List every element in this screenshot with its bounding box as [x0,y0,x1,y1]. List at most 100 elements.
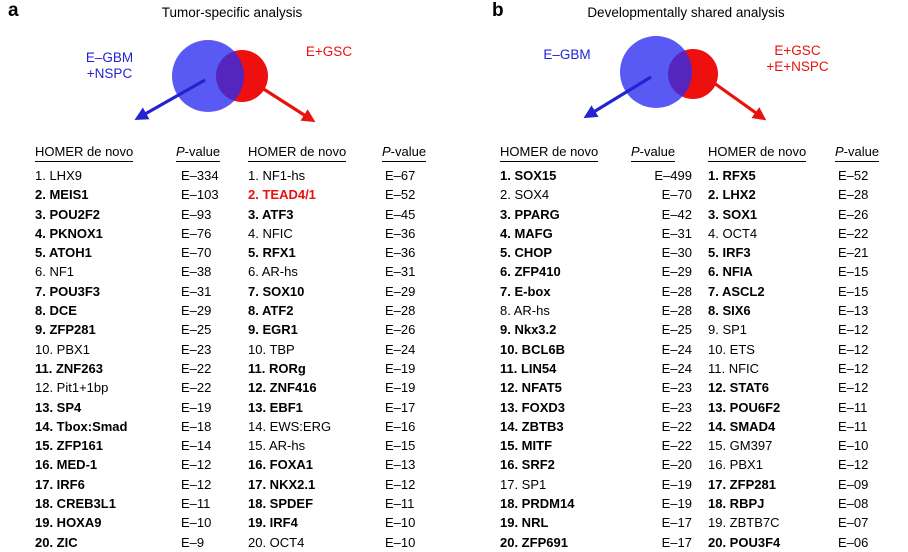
table-row: 18. CREB3L1 E–11 [35,494,245,513]
p-value: E–499 [654,168,692,183]
table-header-motif: HOMER de novo [708,145,807,162]
table-rows: 1. RFX5 E–52 2. LHX2 E–28 3. SOX1 E–26 4. OCT4… [708,166,908,552]
motif-name: 6. AR-hs [248,264,298,280]
table-row: 2. SOX4 E–70 [500,185,710,204]
venn-diagram-b [583,36,767,121]
motif-name: 4. MAFG [500,225,553,241]
p-value: E–30 [661,245,692,261]
motif-name: 17. ZFP281 [708,476,776,492]
table-row: 8. AR-hs E–28 [500,301,710,320]
table-row: 11. LIN54 E–24 [500,359,710,378]
table-row: 15. AR-hs E–15 [248,436,458,455]
p-value: E–42 [661,206,692,222]
table-row: 4. NFIC E–36 [248,224,458,243]
p-value: E–12 [838,341,869,357]
p-value: E–23 [181,341,212,357]
p-value: E–12 [181,476,212,492]
motif-table-a1: HOMER de novo P-value 1. LHX9 E–334 2. MEI… [35,145,245,552]
table-row: 5. CHOP E–30 [500,243,710,262]
p-value: E–19 [385,360,416,376]
table-row: 17. NKX2.1 E–12 [248,475,458,494]
motif-name: 10. ETS [708,341,755,357]
table-header: HOMER de novo P-value [500,145,710,166]
p-value: E–31 [385,264,416,280]
table-row: 6. ZFP410 E–29 [500,262,710,281]
table-row: 1. NF1-hs E–67 [248,166,458,185]
p-value: E–24 [661,341,692,357]
p-value: E–23 [661,399,692,415]
motif-table-b1: HOMER de novo P-value 1. SOX15 E–499 2. SO… [500,145,710,552]
motif-name: 5. ATOH1 [35,245,92,261]
table-header: HOMER de novo P-value [35,145,245,166]
table-row: 10. ETS E–12 [708,340,908,359]
p-value: E–93 [181,206,212,222]
motif-name: 6. NF1 [35,264,75,280]
p-value: E–19 [661,476,692,492]
table-row: 19. ZBTB7C E–07 [708,513,908,532]
table-row: 10. TBP E–24 [248,340,458,359]
motif-name: 20. ZFP691 [500,534,568,550]
p-value: E–12 [838,380,869,396]
motif-name: 18. RBPJ [708,496,765,512]
table-row: 3. POU2F2 E–93 [35,205,245,224]
motif-name: 9. ZFP281 [35,322,96,338]
p-value: E–08 [838,496,869,512]
motif-name: 16. SRF2 [500,457,555,473]
motif-name: 14. Tbox:Smad [35,418,128,434]
table-row: 16. MED-1 E–12 [35,455,245,474]
motif-name: 5. RFX1 [248,245,296,261]
motif-name: 15. GM397 [708,438,773,454]
motif-name: 15. ZFP161 [35,438,103,454]
table-header: HOMER de novo P-value [248,145,458,166]
motif-name: 13. EBF1 [248,399,303,415]
table-row: 1. SOX15 E–499 [500,166,710,185]
p-value: E–25 [661,322,692,338]
p-value: E–15 [838,264,869,280]
p-value: E–9 [181,534,205,550]
p-value: E–11 [181,496,211,512]
p-value: E–15 [385,438,416,454]
table-row: 3. SOX1 E–26 [708,205,908,224]
motif-name: 11. ZNF263 [35,360,103,376]
table-row: 7. POU3F3 E–31 [35,282,245,301]
table-rows: 1. SOX15 E–499 2. SOX4 E–70 3. PPARG E–42 4. M… [500,166,710,552]
table-row: 13. SP4 E–19 [35,398,245,417]
p-value: E–28 [385,303,416,319]
motif-name: 7. POU3F3 [35,283,101,299]
table-row: 15. GM397 E–10 [708,436,908,455]
table-row: 2. LHX2 E–28 [708,185,908,204]
motif-name: 20. OCT4 [248,534,305,550]
motif-name: 3. PPARG [500,206,560,222]
p-value: E–31 [661,225,692,241]
table-row: 6. AR-hs E–31 [248,262,458,281]
motif-name: 9. Nkx3.2 [500,322,557,338]
p-value: E–76 [181,225,212,241]
table-header-motif: HOMER de novo [35,145,134,162]
table-row: 19. IRF4 E–10 [248,513,458,532]
p-value: E–70 [661,187,692,203]
table-row: 6. NFIA E–15 [708,262,908,281]
p-value: E–19 [661,496,692,512]
motif-name: 16. PBX1 [708,457,763,473]
p-value: E–17 [385,399,416,415]
motif-name: 4. OCT4 [708,225,758,241]
table-row: 14. ZBTB3 E–22 [500,417,710,436]
red-arrow [713,81,767,121]
motif-name: 20. ZIC [35,534,78,550]
table-row: 20. POU3F4 E–06 [708,533,908,552]
p-value: E–22 [181,360,212,376]
motif-name: 3. SOX1 [708,206,758,222]
table-row: 8. SIX6 E–13 [708,301,908,320]
p-value: E–14 [181,438,212,454]
motif-name: 19. NRL [500,515,549,531]
panel-letter-a: a [8,0,19,21]
table-row: 17. SP1 E–19 [500,475,710,494]
motif-name: 6. ZFP410 [500,264,561,280]
table-row: 12. Pit1+1bp E–22 [35,378,245,397]
motif-name: 8. AR-hs [500,303,550,319]
table-row: 8. ATF2 E–28 [248,301,458,320]
table-row: 11. RORg E–19 [248,359,458,378]
venn-left-label: E–GBM [543,47,591,62]
motif-name: 12. NFAT5 [500,380,562,396]
